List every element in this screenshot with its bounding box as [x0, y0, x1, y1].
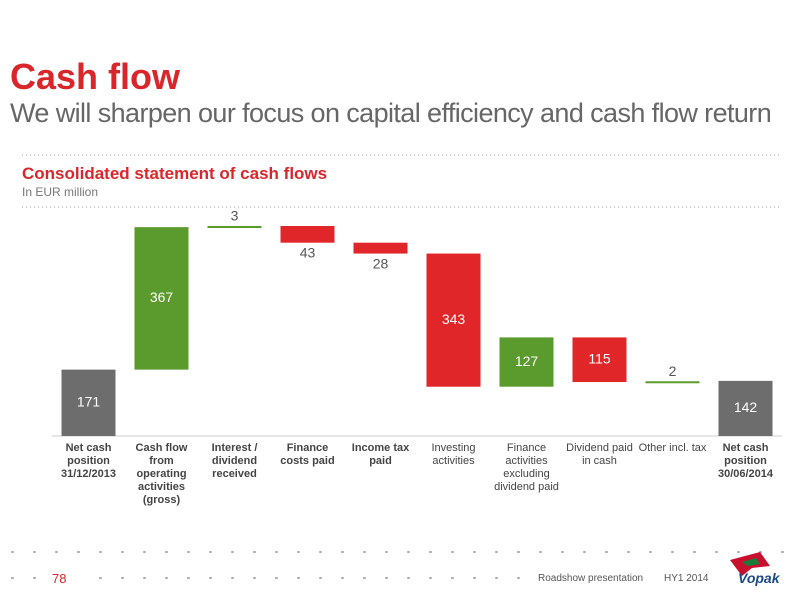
value-label: 43 — [300, 244, 316, 260]
slide-subtitle: We will sharpen our focus on capital eff… — [10, 98, 772, 128]
category-label: Income tax paid — [351, 442, 410, 467]
value-label: 171 — [77, 394, 101, 410]
bar — [426, 253, 481, 387]
value-label: 142 — [734, 399, 758, 415]
bar — [572, 337, 627, 383]
bar — [207, 226, 262, 228]
logo-mark — [742, 558, 760, 566]
chart-title: Consolidated statement of cash flows — [22, 164, 328, 183]
category-label: Interest / dividend received — [211, 442, 258, 480]
bar — [645, 381, 700, 384]
value-label: 127 — [515, 353, 539, 369]
value-label: 343 — [442, 311, 466, 327]
value-label: 3 — [231, 208, 239, 224]
category-label: Other incl. tax — [638, 442, 707, 454]
category-label: Finance activities excluding dividend pa… — [494, 442, 559, 493]
bar — [280, 226, 335, 243]
footer-period: HY1 2014 — [664, 573, 709, 584]
bar — [61, 369, 116, 436]
value-label: 2 — [669, 363, 677, 379]
bar — [134, 227, 189, 370]
page-number: 78 — [52, 571, 67, 586]
bar — [718, 380, 773, 436]
category-label: Investing activities — [431, 442, 476, 467]
bar — [499, 337, 554, 387]
value-label: 115 — [588, 350, 611, 366]
value-label: 28 — [373, 255, 389, 271]
bar — [353, 242, 408, 254]
slide-title: Cash flow — [10, 56, 181, 97]
value-label: 367 — [150, 289, 174, 305]
category-label: Net cash position 31/12/2013 — [60, 442, 117, 480]
category-label: Finance costs paid — [280, 442, 335, 467]
category-label: Dividend paid in cash — [566, 442, 633, 467]
chart-subtitle: In EUR million — [22, 185, 99, 199]
footer-text: Roadshow presentation — [538, 573, 644, 584]
category-label: Net cash position 30/06/2014 — [717, 442, 774, 480]
category-label: Cash flow from operating activities (gro… — [135, 442, 188, 506]
logo-text: Vopak — [738, 570, 780, 586]
